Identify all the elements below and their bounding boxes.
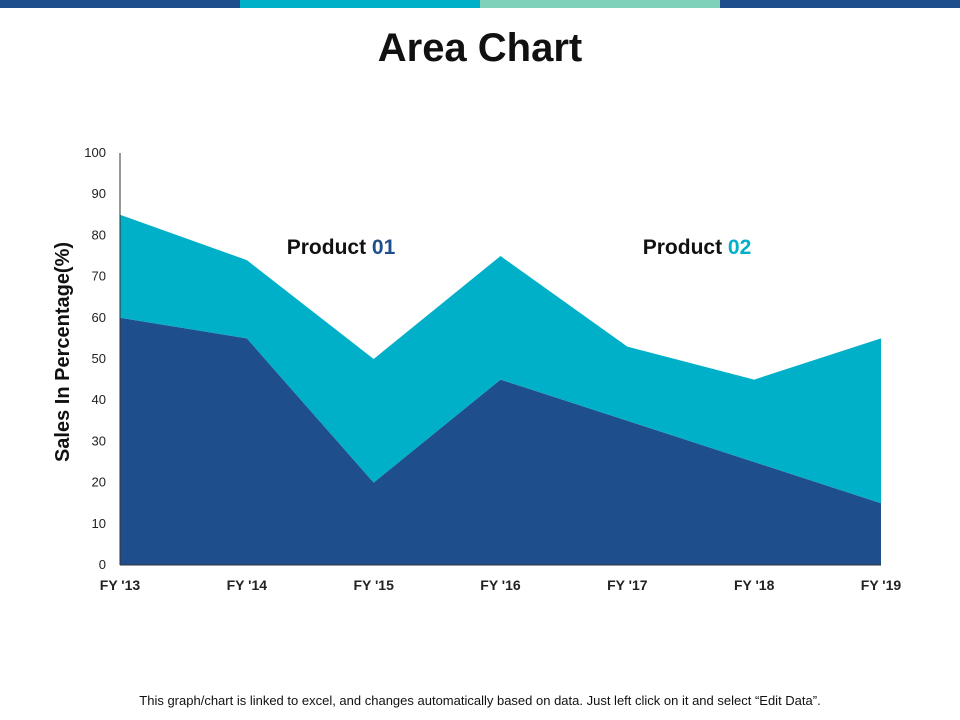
y-tick-label: 0 xyxy=(99,557,106,572)
x-tick-label: FY '13 xyxy=(100,577,141,593)
x-tick-label: FY '15 xyxy=(353,577,394,593)
y-tick-label: 70 xyxy=(92,269,106,284)
accent-segment-3 xyxy=(480,0,720,8)
area-chart: Sales In Percentage(%) 0 10 20 30 40 50 60 70 80… xyxy=(52,145,902,593)
y-tick-label: 30 xyxy=(92,433,106,448)
x-tick-label: FY '18 xyxy=(734,577,775,593)
footer-note: This graph/chart is linked to excel, and… xyxy=(139,693,821,708)
top-accent-bar xyxy=(0,0,960,8)
page-title: Area Chart xyxy=(377,26,583,70)
x-tick-label: FY '14 xyxy=(227,577,268,593)
series-label-1: Product 01 xyxy=(287,236,396,259)
series-label-2: Product 02 xyxy=(643,236,752,259)
y-tick-label: 50 xyxy=(92,351,106,366)
x-tick-label: FY '19 xyxy=(861,577,902,593)
y-axis-title: Sales In Percentage(%) xyxy=(52,242,74,462)
x-tick-label: FY '16 xyxy=(480,577,521,593)
y-tick-label: 60 xyxy=(92,310,106,325)
x-tick-label: FY '17 xyxy=(607,577,648,593)
y-tick-label: 90 xyxy=(92,186,106,201)
accent-segment-4 xyxy=(720,0,960,8)
accent-segment-2 xyxy=(240,0,480,8)
accent-segment-1 xyxy=(0,0,240,8)
y-tick-label: 80 xyxy=(92,227,106,242)
area-series-1 xyxy=(120,317,881,565)
y-tick-label: 20 xyxy=(92,475,106,490)
y-tick-label: 40 xyxy=(92,392,106,407)
y-tick-label: 100 xyxy=(84,145,106,160)
area-series-2 xyxy=(120,214,881,504)
y-tick-label: 10 xyxy=(92,516,106,531)
